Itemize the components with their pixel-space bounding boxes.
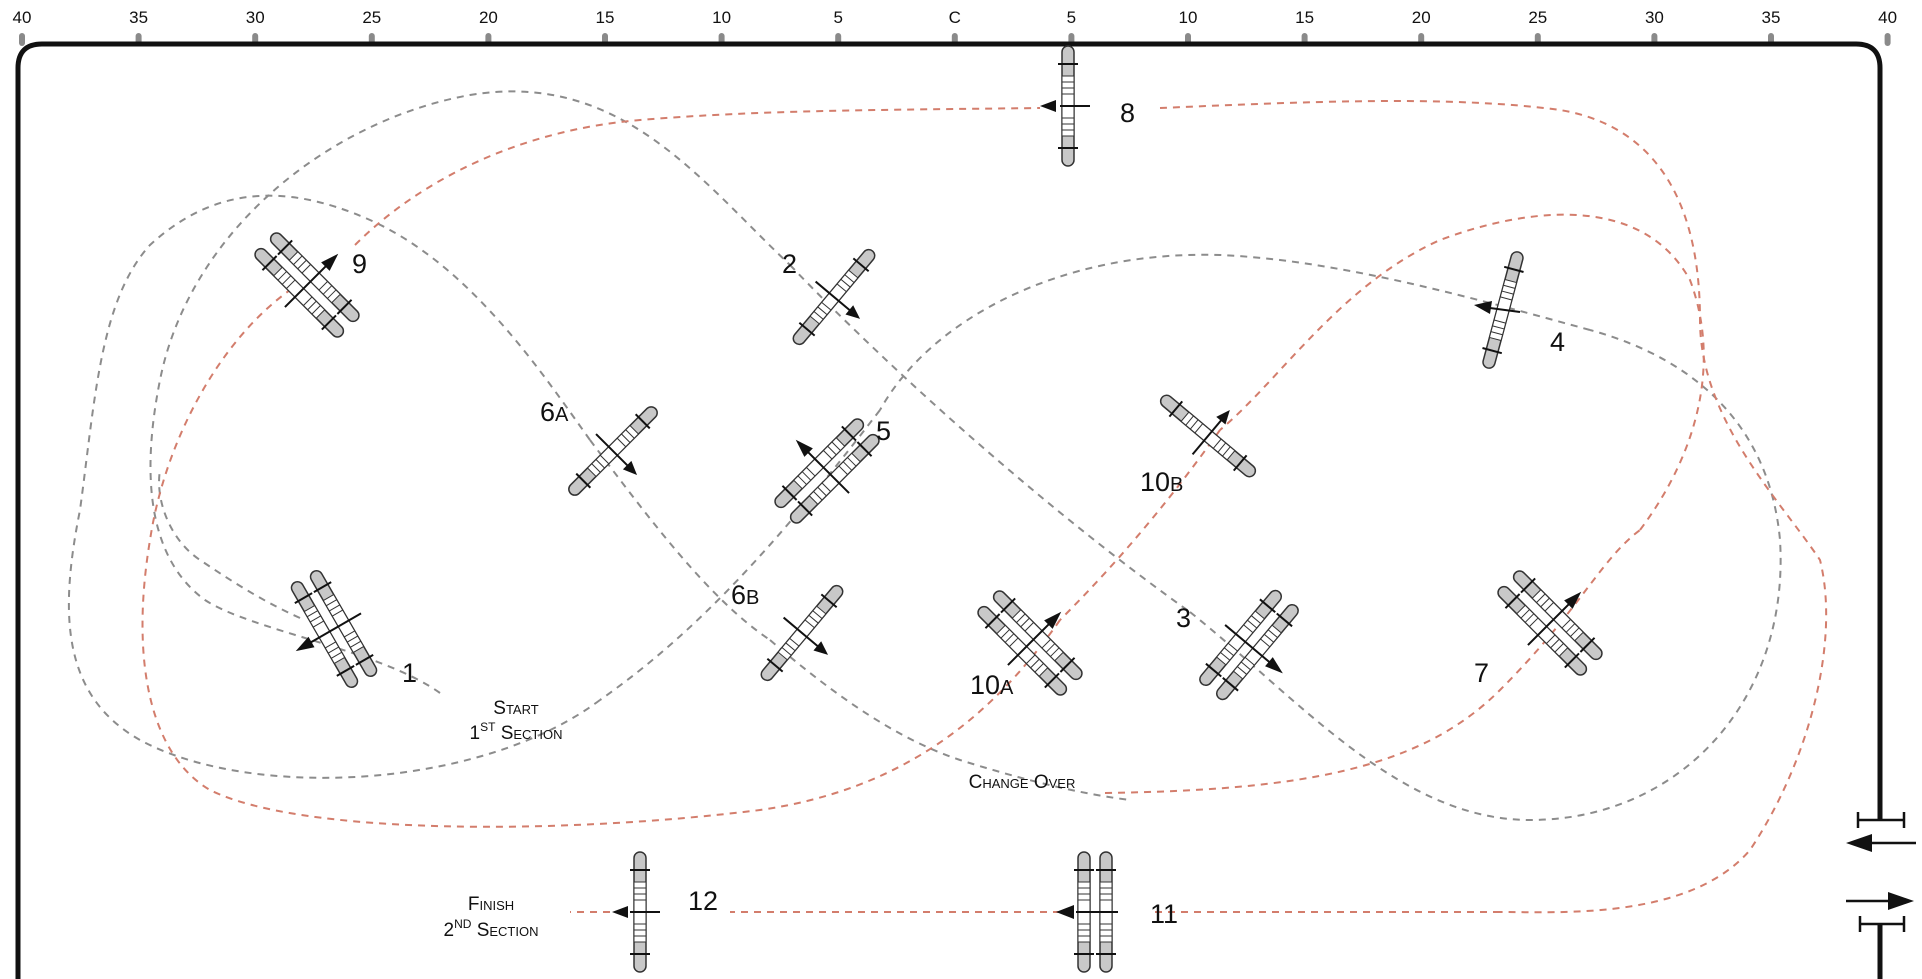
gate-7 bbox=[1486, 549, 1624, 687]
ruler-tick-label: 15 bbox=[596, 8, 615, 27]
gate-10a-number: 10A bbox=[970, 670, 1014, 700]
first-section-path bbox=[67, 90, 1782, 822]
ruler-tick-label: 35 bbox=[1762, 8, 1781, 27]
gate-8-number: 8 bbox=[1120, 98, 1135, 128]
finish-section-label: 2ND Section bbox=[444, 917, 539, 941]
ruler-tick-label: 25 bbox=[362, 8, 381, 27]
ruler-tick-label: 20 bbox=[1412, 8, 1431, 27]
gate-4-arrow bbox=[1474, 301, 1521, 314]
left-arrow-icon bbox=[1846, 834, 1916, 852]
exit-marker bbox=[1856, 812, 1906, 828]
ruler-tick-label: 30 bbox=[246, 8, 265, 27]
ruler-tick-mark bbox=[19, 33, 25, 46]
ruler-tick-label: 5 bbox=[1067, 8, 1076, 27]
gate-12-number: 12 bbox=[688, 886, 718, 916]
gate-5 bbox=[753, 397, 891, 535]
start-section-label: 1ST Section bbox=[470, 720, 563, 744]
gate-12-arrow bbox=[612, 906, 660, 918]
start-label: Start bbox=[493, 698, 538, 719]
ruler-tick-label: 20 bbox=[479, 8, 498, 27]
second-section-path bbox=[141, 100, 1828, 914]
gate-3-number: 3 bbox=[1176, 603, 1191, 633]
gate-9-number: 9 bbox=[352, 249, 367, 279]
gate-6b-number: 6B bbox=[731, 580, 759, 610]
course-border bbox=[15, 41, 1883, 979]
gate-1 bbox=[236, 543, 421, 722]
gate-3 bbox=[1187, 579, 1322, 719]
ruler-tick-label: C bbox=[949, 8, 961, 27]
gate-2-number: 2 bbox=[782, 249, 797, 279]
ruler-tick-label: 25 bbox=[1528, 8, 1547, 27]
ruler-tick-label: 10 bbox=[1179, 8, 1198, 27]
ruler-tick-label: 10 bbox=[712, 8, 731, 27]
ruler-tick-label: 40 bbox=[1878, 8, 1897, 27]
ruler-tick-mark bbox=[1884, 33, 1891, 46]
finish-label: Finish bbox=[468, 894, 514, 915]
ruler-tick-label: 30 bbox=[1645, 8, 1664, 27]
ruler-tick-label: 5 bbox=[833, 8, 842, 27]
gate-9 bbox=[243, 211, 381, 349]
gate-7-number: 7 bbox=[1474, 658, 1489, 688]
right-arrow-icon bbox=[1846, 892, 1914, 910]
change-over-label: Change Over bbox=[969, 772, 1076, 793]
ruler-tick-label: 40 bbox=[13, 8, 32, 27]
gate-4-number: 4 bbox=[1550, 327, 1565, 357]
gate-11-number: 11 bbox=[1150, 899, 1178, 929]
gate-6a bbox=[554, 392, 680, 518]
gate-8-arrow bbox=[1040, 100, 1090, 112]
distance-ruler: 40 35 30 25 20 15 10 5 C 5 10 15 20 25 30 35 40 bbox=[13, 8, 1897, 46]
gate-5-number: 5 bbox=[876, 416, 891, 446]
gate-1-number: 1 bbox=[402, 658, 417, 688]
gate-10b-number: 10B bbox=[1140, 467, 1183, 497]
gate-6a-number: 6A bbox=[540, 397, 569, 427]
ruler-tick-label: 15 bbox=[1295, 8, 1314, 27]
entry-marker bbox=[1858, 916, 1906, 979]
ruler-tick-label: 35 bbox=[129, 8, 148, 27]
gate-11 bbox=[1056, 851, 1118, 973]
